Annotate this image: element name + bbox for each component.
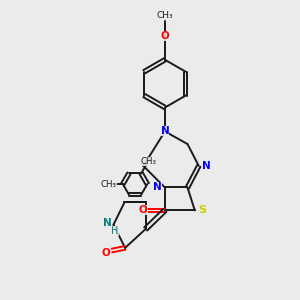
Text: S: S: [198, 206, 206, 215]
Text: N: N: [160, 126, 169, 136]
Text: H: H: [112, 226, 119, 236]
Text: CH₃: CH₃: [157, 11, 173, 20]
Text: CH₃: CH₃: [140, 157, 156, 166]
Text: O: O: [102, 248, 111, 258]
Text: CH₃: CH₃: [101, 179, 117, 188]
Text: O: O: [160, 31, 169, 40]
Text: O: O: [139, 206, 148, 215]
Text: N: N: [202, 161, 210, 171]
Text: N: N: [153, 182, 162, 193]
Text: N: N: [103, 218, 112, 228]
